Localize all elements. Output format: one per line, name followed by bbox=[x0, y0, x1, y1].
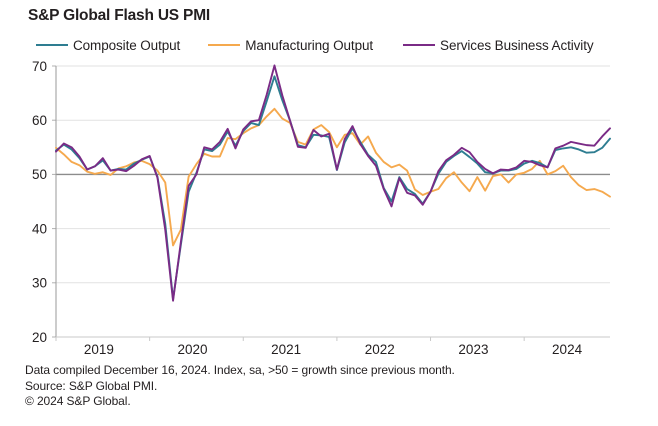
legend-swatch-services-business-activity bbox=[403, 43, 436, 47]
line-chart-plot: 20 30 40 50 60 70 2019 2020 2021 2022 2023 2024 bbox=[32, 59, 611, 357]
legend-label-composite-output: Composite Output bbox=[73, 37, 181, 53]
x-tick-label-2021: 2021 bbox=[271, 342, 301, 357]
footer-line-data-compiled: Data compiled December 16, 2024. Index, … bbox=[25, 363, 455, 377]
series-line-manufacturing-output bbox=[55, 107, 611, 247]
y-tick-label-70: 70 bbox=[32, 59, 47, 74]
series-line-composite-output bbox=[55, 75, 611, 301]
y-tick-label-20: 20 bbox=[32, 330, 47, 345]
x-tick-label-2023: 2023 bbox=[458, 342, 488, 357]
legend-label-services-business-activity: Services Business Activity bbox=[440, 37, 594, 53]
x-tick-label-2020: 2020 bbox=[178, 342, 208, 357]
y-tick-label-50: 50 bbox=[32, 167, 47, 182]
y-tick-label-60: 60 bbox=[32, 113, 47, 128]
legend-item-services-business-activity: Services Business Activity bbox=[403, 37, 594, 53]
footer-line-source: Source: S&P Global PMI. bbox=[25, 378, 158, 393]
legend-item-composite-output: Composite Output bbox=[36, 38, 180, 53]
x-tick-label-2022: 2022 bbox=[365, 342, 395, 357]
y-tick-label-40: 40 bbox=[32, 221, 47, 236]
chart-footer: Data compiled December 16, 2024. Index, … bbox=[25, 363, 455, 410]
footer-line-copyright: © 2024 S&P Global. bbox=[25, 394, 131, 408]
legend-item-manufacturing-output: Manufacturing Output bbox=[208, 38, 373, 53]
x-tick-label-2024: 2024 bbox=[552, 342, 583, 357]
series-line-services-business-activity bbox=[55, 64, 611, 302]
page-title: S&P Global Flash US PMI bbox=[28, 7, 211, 24]
y-tick-label-30: 30 bbox=[32, 276, 47, 291]
gridlines bbox=[52, 65, 610, 338]
x-axis-tick-labels: 2019 2020 2021 2022 2023 2024 bbox=[84, 342, 583, 357]
data-series-layer bbox=[55, 64, 611, 302]
x-tick-label-2019: 2019 bbox=[84, 342, 114, 357]
y-axis-tick-labels: 20 30 40 50 60 70 bbox=[32, 59, 47, 345]
legend-swatch-composite-output bbox=[36, 43, 68, 47]
legend-swatch-manufacturing-output bbox=[208, 43, 241, 47]
legend-label-manufacturing-output: Manufacturing Output bbox=[245, 37, 374, 53]
chart-legend: Composite Output Manufacturing Output Se… bbox=[36, 36, 616, 54]
axis-lines bbox=[55, 66, 610, 341]
